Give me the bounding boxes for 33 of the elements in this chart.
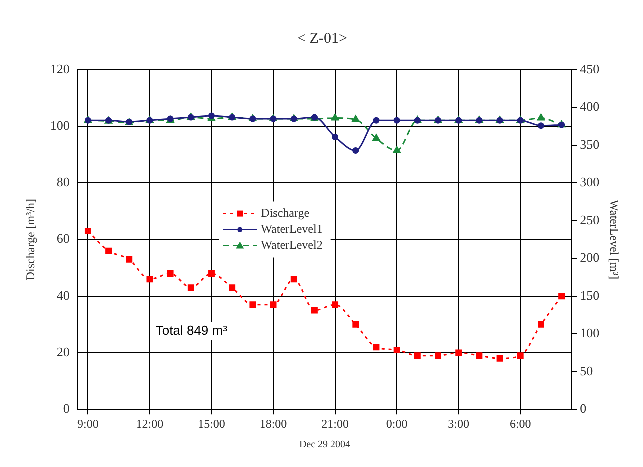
y2-tick-label: 400	[580, 99, 600, 114]
y2-tick-label: 200	[580, 250, 600, 266]
x-axis-title: Dec 29 2004	[299, 440, 351, 451]
y-tick-label: 40	[56, 288, 70, 303]
y-axis-title: Discharge [m³/h]	[23, 198, 38, 281]
y2-tick-label: 150	[580, 288, 600, 303]
legend-label: Discharge	[261, 206, 310, 220]
x-tick-label: 6:00	[510, 416, 532, 431]
annotation: Total 849 m³	[156, 323, 228, 338]
x-tick-label: 21:00	[322, 416, 349, 431]
x-tick-label: 12:00	[136, 416, 164, 431]
x-tick-label: 3:00	[448, 416, 470, 431]
chart-title: < Z-01>	[298, 30, 348, 47]
legend-label: WaterLevel2	[261, 238, 323, 252]
x-tick-label: 15:00	[198, 416, 226, 431]
y2-tick-label: 250	[580, 212, 600, 228]
y2-tick-label: 100	[580, 326, 600, 341]
x-tick-label: 0:00	[386, 416, 408, 431]
x-tick-label: 18:00	[260, 416, 288, 431]
x-tick-label: 9:00	[78, 416, 99, 431]
legend-label: WaterLevel1	[261, 222, 323, 236]
y-tick-label: 100	[50, 118, 70, 134]
y2-tick-label: 300	[580, 174, 600, 190]
y-tick-label: 0	[63, 401, 70, 416]
y2-tick-label: 0	[580, 401, 587, 416]
y2-tick-label: 50	[580, 363, 594, 378]
y-tick-label: 20	[56, 344, 70, 360]
y2-axis-title: WaterLevel [m³]	[608, 200, 622, 280]
y2-tick-label: 350	[580, 136, 600, 152]
y2-tick-label: 450	[580, 61, 600, 76]
y-tick-label: 120	[50, 61, 70, 76]
y-tick-label: 80	[56, 174, 70, 190]
y-tick-label: 60	[56, 231, 70, 246]
